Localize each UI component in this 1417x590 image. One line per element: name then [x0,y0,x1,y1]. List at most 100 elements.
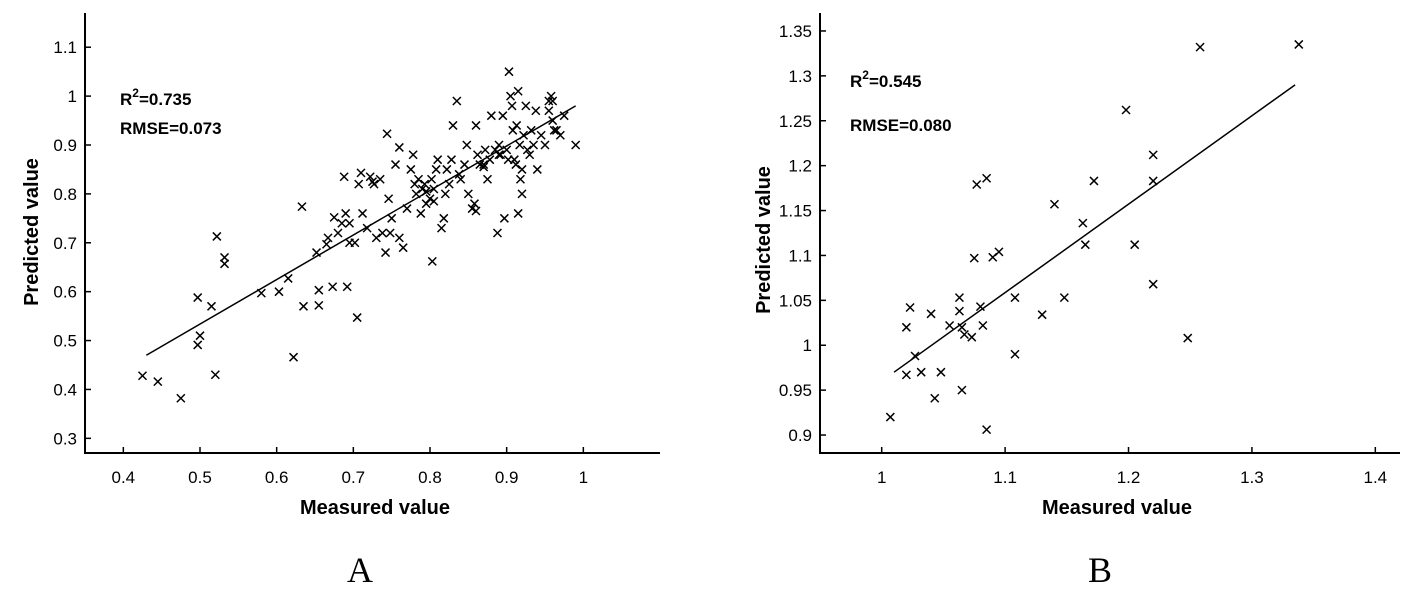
scatter-point-a [341,208,351,218]
x-axis-label-b: Measured value [1042,497,1192,519]
scatter-point-a [507,101,517,111]
scatter-point-b [982,173,992,183]
scatter-point-a [531,106,541,116]
scatter-point-a [512,120,522,130]
scatter-point-a [525,150,535,160]
scatter-point-a [371,233,381,243]
scatter-point-b [1089,176,1099,186]
y-tick-label: 1 [803,336,812,355]
scatter-point-b [1148,279,1158,289]
scatter-point-a [329,212,339,222]
scatter-point-a [176,393,186,403]
x-tick-label: 1.4 [1363,468,1387,487]
scatter-point-a [314,300,324,310]
scatter-point-a [339,172,349,182]
scatter-point-b [1148,150,1158,160]
scatter-point-a [274,287,284,297]
scatter-point-b [901,322,911,332]
regression-line-b [893,84,1296,373]
scatter-point-a [504,67,514,77]
x-tick-label: 1.2 [1117,468,1141,487]
scatter-point-a [486,111,496,121]
scatter-points-a [137,67,581,403]
scatter-point-a [394,142,404,152]
scatter-point-b [972,179,982,190]
scatter-point-a [356,168,366,178]
x-axis-ticks-a: 0.4 0.5 0.6 0.7 0.8 0.9 1 [112,447,588,487]
x-tick-label: 0.4 [112,468,136,487]
scatter-point-a [544,106,554,116]
scatter-point-a [482,174,493,184]
scatter-point-b [954,306,964,316]
y-tick-label: 0.9 [788,426,812,445]
scatter-point-a [571,140,581,150]
scatter-point-a [513,86,523,96]
panel-label-b: B [1088,550,1112,590]
scatter-point-b [1121,105,1131,115]
scatter-point-a [427,174,437,184]
scatter-point-a [390,160,401,170]
y-axis-ticks-a: 0.3 0.4 0.5 0.6 0.7 0.8 0.9 1 1.1 [53,38,91,448]
x-axis-ticks-b: 1 1.1 1.2 1.3 1.4 [877,447,1387,487]
scatter-point-a [220,259,230,269]
panel-label-a: A [347,550,373,590]
scatter-point-a [377,228,387,238]
r-squared-symbol-a: R [120,90,132,109]
y-tick-label: 0.7 [53,234,77,253]
scatter-point-a [413,174,424,184]
scatter-point-a [492,228,502,238]
x-tick-label: 1.1 [993,468,1017,487]
r-squared-superscript-b: 2 [862,68,869,82]
y-axis-label-a: Predicted value [21,158,43,306]
scatter-point-a [532,164,542,174]
y-tick-label: 1.25 [779,112,812,131]
y-tick-label: 1.2 [788,157,812,176]
scatter-point-a [513,208,523,218]
scatter-point-a [431,164,441,174]
x-axis-label-a: Measured value [300,497,450,519]
scatter-point-a [479,160,489,170]
y-tick-label: 1.35 [779,22,812,41]
scatter-point-a [522,145,532,155]
scatter-point-b [1294,39,1304,49]
scatter-point-a [442,164,452,174]
scatter-point-b [954,293,964,303]
regression-line-a [145,105,577,356]
scatter-point-a [206,301,217,311]
scatter-point-b [994,247,1004,257]
scatter-point-a [433,155,443,165]
x-tick-label: 0.8 [418,468,442,487]
scatter-point-b [1183,333,1193,343]
scatter-point-a [195,331,205,341]
scatter-point-a [511,160,521,170]
r-squared-value-a: =0.735 [139,90,191,109]
rmse-annotation-b: RMSE=0.080 [850,116,952,135]
scatter-point-a [333,228,343,238]
scatter-point-a [193,293,203,303]
scatter-point-b [905,303,915,313]
scatter-chart-b: 1 1.1 1.2 1.3 1.4 0.9 0.95 1 1.05 1.1 1.15 1.2 1.25… [753,13,1400,590]
scatter-point-b [1195,42,1205,52]
scatter-point-a [342,282,352,292]
scatter-point-a [350,238,360,248]
scatter-point-a [323,233,333,243]
scatter-point-a [193,340,203,350]
y-tick-label: 0.95 [779,381,812,400]
scatter-point-a [446,155,456,165]
scatter-point-a [499,213,509,223]
scatter-point-a [384,194,394,204]
scatter-point-a [473,150,483,160]
axes-frame-b [819,13,1400,454]
y-tick-label: 1.15 [779,202,812,221]
scatter-point-a [416,208,426,218]
x-tick-label: 0.6 [265,468,289,487]
scatter-point-a [555,130,565,140]
scatter-point-a [505,91,516,101]
scatter-point-a [515,174,525,184]
y-tick-label: 0.4 [53,380,77,399]
scatter-point-a [337,218,347,228]
scatter-point-b [982,425,992,435]
scatter-point-a [212,231,222,241]
x-tick-label: 0.7 [342,468,366,487]
